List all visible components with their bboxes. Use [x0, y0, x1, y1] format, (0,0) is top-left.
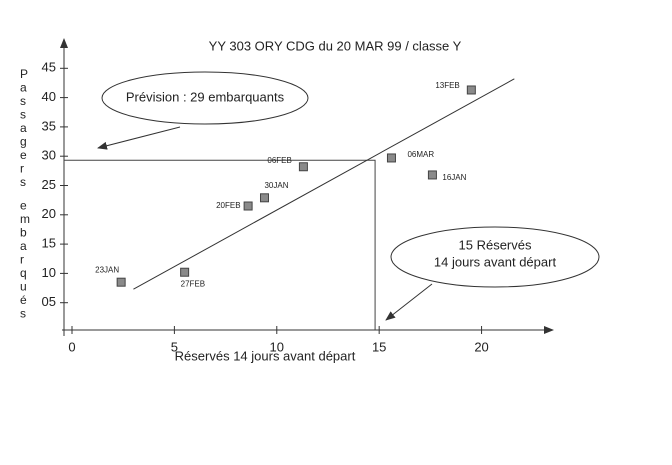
point-label: 16JAN [442, 173, 466, 182]
x-tick-label: 10 [270, 339, 284, 354]
y-tick-label: 35 [42, 118, 56, 133]
chart-title: YY 303 ORY CDG du 20 MAR 99 / classe Y [209, 38, 462, 53]
x-tick-label: 0 [68, 339, 75, 354]
y-tick-label: 45 [42, 60, 56, 75]
point [180, 267, 190, 277]
point-label: 20FEB [216, 201, 240, 210]
trend-line [133, 78, 515, 290]
point [243, 201, 253, 211]
point [298, 162, 308, 172]
point-label: 27FEB [181, 279, 205, 288]
callout-arrow [385, 283, 433, 321]
x-axis-label: Réservés 14 jours avant départ [175, 348, 356, 363]
point [427, 170, 437, 180]
x-tick-label: 15 [372, 339, 386, 354]
point-label: 06MAR [407, 150, 434, 159]
x-tick-label: 5 [171, 339, 178, 354]
x-tick-label: 20 [474, 339, 488, 354]
point [116, 277, 126, 287]
annotation: 14 jours avant départ [434, 254, 557, 269]
point [466, 85, 476, 95]
y-tick-label: 20 [42, 206, 56, 221]
callout-arrow [97, 126, 181, 150]
y-tick-label: 05 [42, 294, 56, 309]
guide-line [64, 159, 376, 330]
point-label: 13FEB [435, 81, 459, 90]
point-label: 23JAN [95, 265, 119, 274]
y-tick-label: 25 [42, 177, 56, 192]
y-tick-label: 30 [42, 148, 56, 163]
callout [390, 226, 600, 288]
point [259, 193, 269, 203]
point [386, 153, 396, 163]
y-tick-label: 10 [42, 265, 56, 280]
annotation: Prévision : 29 embarquants [126, 89, 285, 104]
y-tick-label: 15 [42, 236, 56, 251]
y-tick-label: 40 [42, 89, 56, 104]
point-label: 30JAN [264, 181, 288, 190]
annotation: 15 Réservés [459, 237, 532, 252]
callout [101, 71, 309, 125]
point-label: 06FEB [267, 156, 291, 165]
